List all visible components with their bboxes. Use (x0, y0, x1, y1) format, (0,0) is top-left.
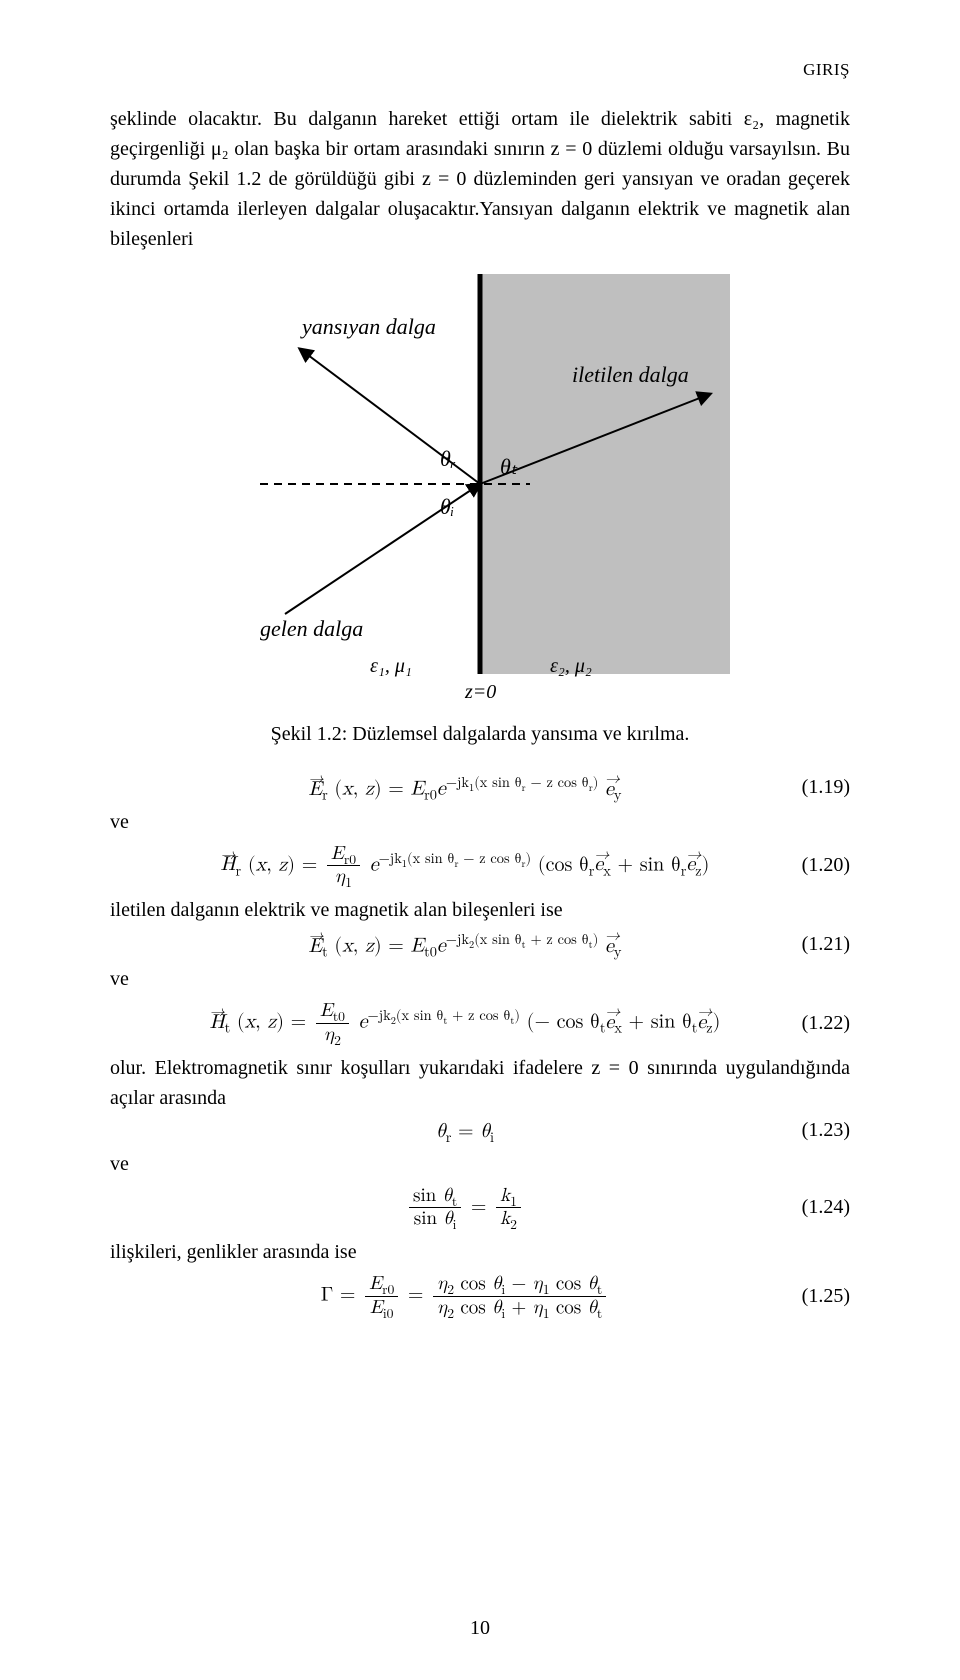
label-eps-mu-1: ε₁, μ₁ (370, 655, 412, 677)
label-transmitted: iletilen dalga (572, 362, 689, 387)
equation-1-24: sin θt sin θi = k1 k2 (1.24) (110, 1185, 850, 1232)
ve-3: ve (110, 1149, 850, 1179)
page: GIRIŞ şeklinde olacaktır. Bu dalganın ha… (0, 0, 960, 1680)
line-after-122: olur. Elektromagnetik sınır koşulları yu… (110, 1053, 850, 1113)
paragraph-intro: şeklinde olacaktır. Bu dalganın hareket … (110, 104, 850, 254)
equation-1-19: Er (x, z) = Er0e−jk1(x sin θr − z cos θr… (110, 774, 850, 801)
equation-1-20: Hr (x, z) = Er0η1 e−jk1(x sin θr − z cos… (110, 843, 850, 890)
label-reflected: yansıyan dalga (300, 314, 436, 339)
equation-1-25: Γ = Er0 Ei0 = η2 cos θi − η1 cos θt η2 c… (110, 1273, 850, 1320)
label-eps-mu-2: ε₂, μ₂ (550, 655, 592, 677)
line-after-124: ilişkileri, genlikler arasında ise (110, 1237, 850, 1267)
equation-1-21: Et (x, z) = Et0e−jk2(x sin θt + z cos θt… (110, 931, 850, 958)
figure-1-2: yansıyan dalga iletilen dalga gelen dalg… (110, 274, 850, 709)
label-incident: gelen dalga (260, 616, 363, 641)
equation-1-23: θr = θi (1.23) (110, 1119, 850, 1143)
page-number: 10 (0, 1617, 960, 1640)
ve-2: ve (110, 964, 850, 994)
label-theta-i: θᵢ (440, 494, 454, 519)
line-after-120: iletilen dalganın elektrik ve magnetik a… (110, 895, 850, 925)
ve-1: ve (110, 807, 850, 837)
wave-refraction-diagram: yansıyan dalga iletilen dalga gelen dalg… (230, 274, 730, 704)
medium-2-region (480, 274, 730, 674)
figure-caption: Şekil 1.2: Düzlemsel dalgalarda yansıma … (110, 723, 850, 746)
running-header: GIRIŞ (110, 60, 850, 80)
label-theta-t: θₜ (500, 454, 518, 479)
label-theta-r: θᵣ (440, 446, 456, 471)
equation-1-22: Ht (x, z) = Et0η2 e−jk2(x sin θt + z cos… (110, 1000, 850, 1047)
label-z0: z=0 (464, 681, 496, 703)
